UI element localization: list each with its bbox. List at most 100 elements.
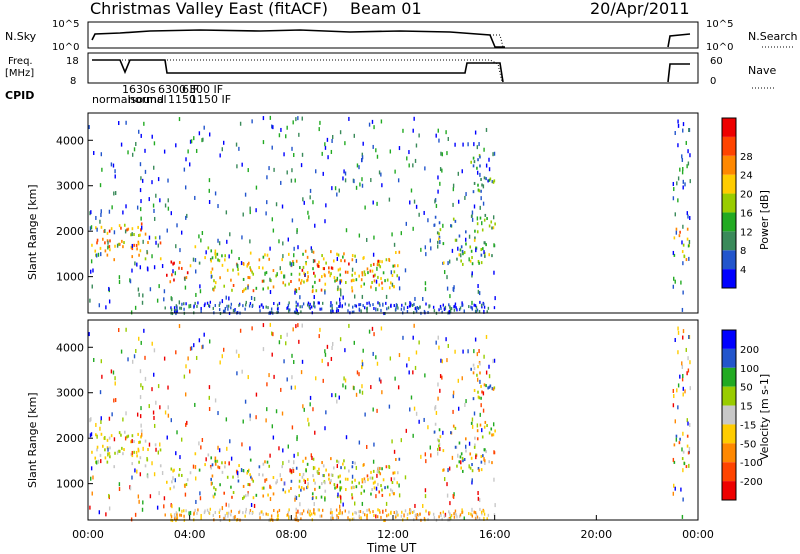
velocity-cell: [179, 513, 181, 517]
velocity-cell: [391, 480, 394, 484]
power-cell: [423, 309, 426, 313]
power-cell: [454, 219, 457, 223]
velocity-cell: [689, 386, 691, 391]
power-cell: [328, 270, 330, 274]
power-cell: [681, 240, 683, 245]
velocity-cell: [688, 334, 690, 339]
power-cell: [185, 215, 187, 220]
power-cell: [217, 204, 219, 209]
velocity-cell: [306, 478, 309, 482]
velocity-cell: [672, 388, 675, 393]
velocity-cell: [114, 398, 117, 403]
velocity-cell: [411, 510, 414, 514]
power-cell: [433, 309, 436, 313]
power-cell: [360, 309, 362, 313]
velocity-cell: [130, 452, 133, 456]
velocity-cell: [214, 511, 216, 515]
power-cell: [284, 283, 287, 287]
velocity-cell: [351, 480, 354, 484]
power-cell: [270, 310, 273, 314]
velocity-cell: [93, 357, 95, 362]
power-cell: [385, 294, 388, 299]
velocity-cell: [448, 466, 451, 471]
power-cell: [443, 307, 446, 311]
velocity-cell: [401, 510, 403, 514]
velocity-cell: [317, 508, 320, 512]
power-cell: [471, 271, 473, 276]
power-cell: [130, 310, 133, 315]
velocity-cell: [131, 454, 134, 458]
power-cell: [475, 305, 478, 309]
power-cell: [324, 142, 326, 147]
power-cell: [335, 309, 338, 313]
colorbar-segment: [722, 155, 736, 175]
power-cell: [372, 274, 375, 278]
power-cell: [395, 306, 397, 310]
power-cell: [678, 234, 681, 238]
power-colorbar-label: Power [dB]: [758, 190, 771, 250]
power-cell: [331, 303, 333, 307]
velocity-cell: [192, 464, 195, 469]
power-cell: [337, 285, 339, 290]
power-cell: [382, 302, 384, 307]
velocity-cell: [301, 512, 303, 516]
power-cell: [674, 131, 676, 136]
power-cell: [476, 145, 479, 150]
power-cell: [114, 191, 117, 196]
velocity-cell: [481, 428, 483, 433]
power-cell: [327, 155, 329, 160]
power-cell: [175, 244, 177, 249]
power-cell: [372, 200, 374, 205]
power-cell: [249, 301, 252, 305]
power-cell: [114, 169, 116, 174]
velocity-cell: [199, 496, 202, 501]
velocity-cell: [298, 485, 301, 489]
power-cell: [267, 286, 269, 290]
power-cell: [336, 252, 338, 256]
velocity-cell: [91, 450, 93, 454]
velocity-cell: [361, 359, 364, 364]
x-axis-label: Time UT: [366, 541, 417, 554]
velocity-cell: [299, 502, 301, 507]
power-cell: [153, 165, 155, 170]
power-cell: [282, 254, 284, 259]
velocity-cell: [224, 465, 226, 469]
velocity-cell: [218, 515, 221, 519]
velocity-cell: [330, 517, 332, 521]
power-cell: [204, 256, 206, 260]
power-cell: [176, 223, 178, 228]
velocity-cell: [131, 475, 133, 480]
velocity-cell: [362, 348, 364, 353]
power-cell: [314, 274, 316, 278]
velocity-cell: [453, 512, 455, 516]
velocity-cell: [388, 464, 390, 468]
velocity-cell: [232, 475, 234, 479]
velocity-cell: [672, 457, 675, 462]
power-cell: [380, 308, 382, 312]
power-cell: [293, 253, 295, 258]
power-cell: [359, 182, 361, 187]
velocity-cell: [311, 492, 314, 496]
power-cell: [239, 121, 242, 126]
velocity-cell: [218, 466, 221, 470]
velocity-cell: [217, 411, 219, 416]
velocity-cell: [344, 385, 347, 390]
velocity-cell: [299, 473, 301, 477]
velocity-cell: [173, 468, 175, 472]
power-cell: [261, 303, 263, 307]
power-cell: [248, 304, 251, 308]
power-cell: [352, 305, 354, 309]
power-cell: [297, 116, 299, 121]
power-cell: [687, 244, 690, 248]
velocity-cell: [359, 510, 362, 514]
power-cell: [108, 245, 111, 249]
velocity-cell: [289, 515, 291, 519]
power-cell: [139, 249, 142, 253]
velocity-cell: [261, 486, 264, 490]
power-cell: [90, 269, 92, 274]
velocity-cell: [108, 506, 111, 511]
velocity-cell: [348, 510, 350, 514]
velocity-cell: [241, 442, 243, 447]
power-cell: [154, 236, 157, 240]
velocity-cell: [242, 511, 244, 515]
